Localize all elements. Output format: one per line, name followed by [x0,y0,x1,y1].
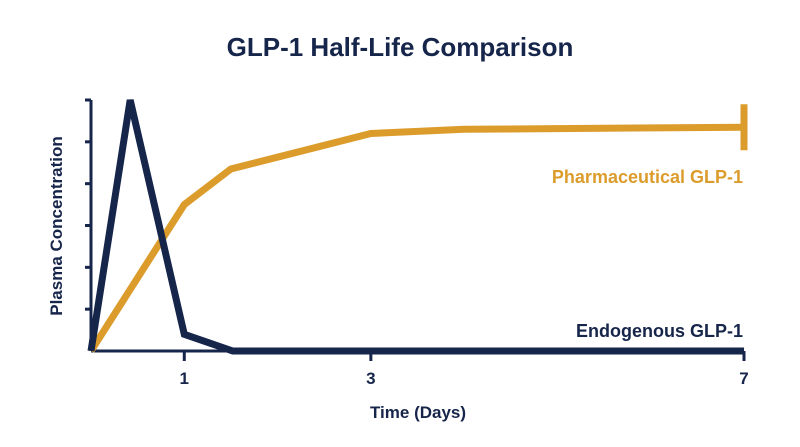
series-line-pharmaceutical [88,123,745,353]
series-line-endogenous [87,99,744,355]
x-axis-label: Time (Days) [370,403,466,422]
x-tick-label: 7 [739,369,748,388]
series-label-endogenous: Endogenous GLP-1 [576,321,743,341]
x-tick-labels: 1 3 7 [180,369,749,388]
axes [89,100,744,353]
series-lines [87,99,748,355]
series-label-pharmaceutical: Pharmaceutical GLP-1 [552,167,743,187]
y-axis-label: Plasma Concentration [47,136,66,316]
x-tick-label: 1 [180,369,189,388]
x-tick-label: 3 [366,369,375,388]
chart-title: GLP-1 Half-Life Comparison [227,32,574,62]
